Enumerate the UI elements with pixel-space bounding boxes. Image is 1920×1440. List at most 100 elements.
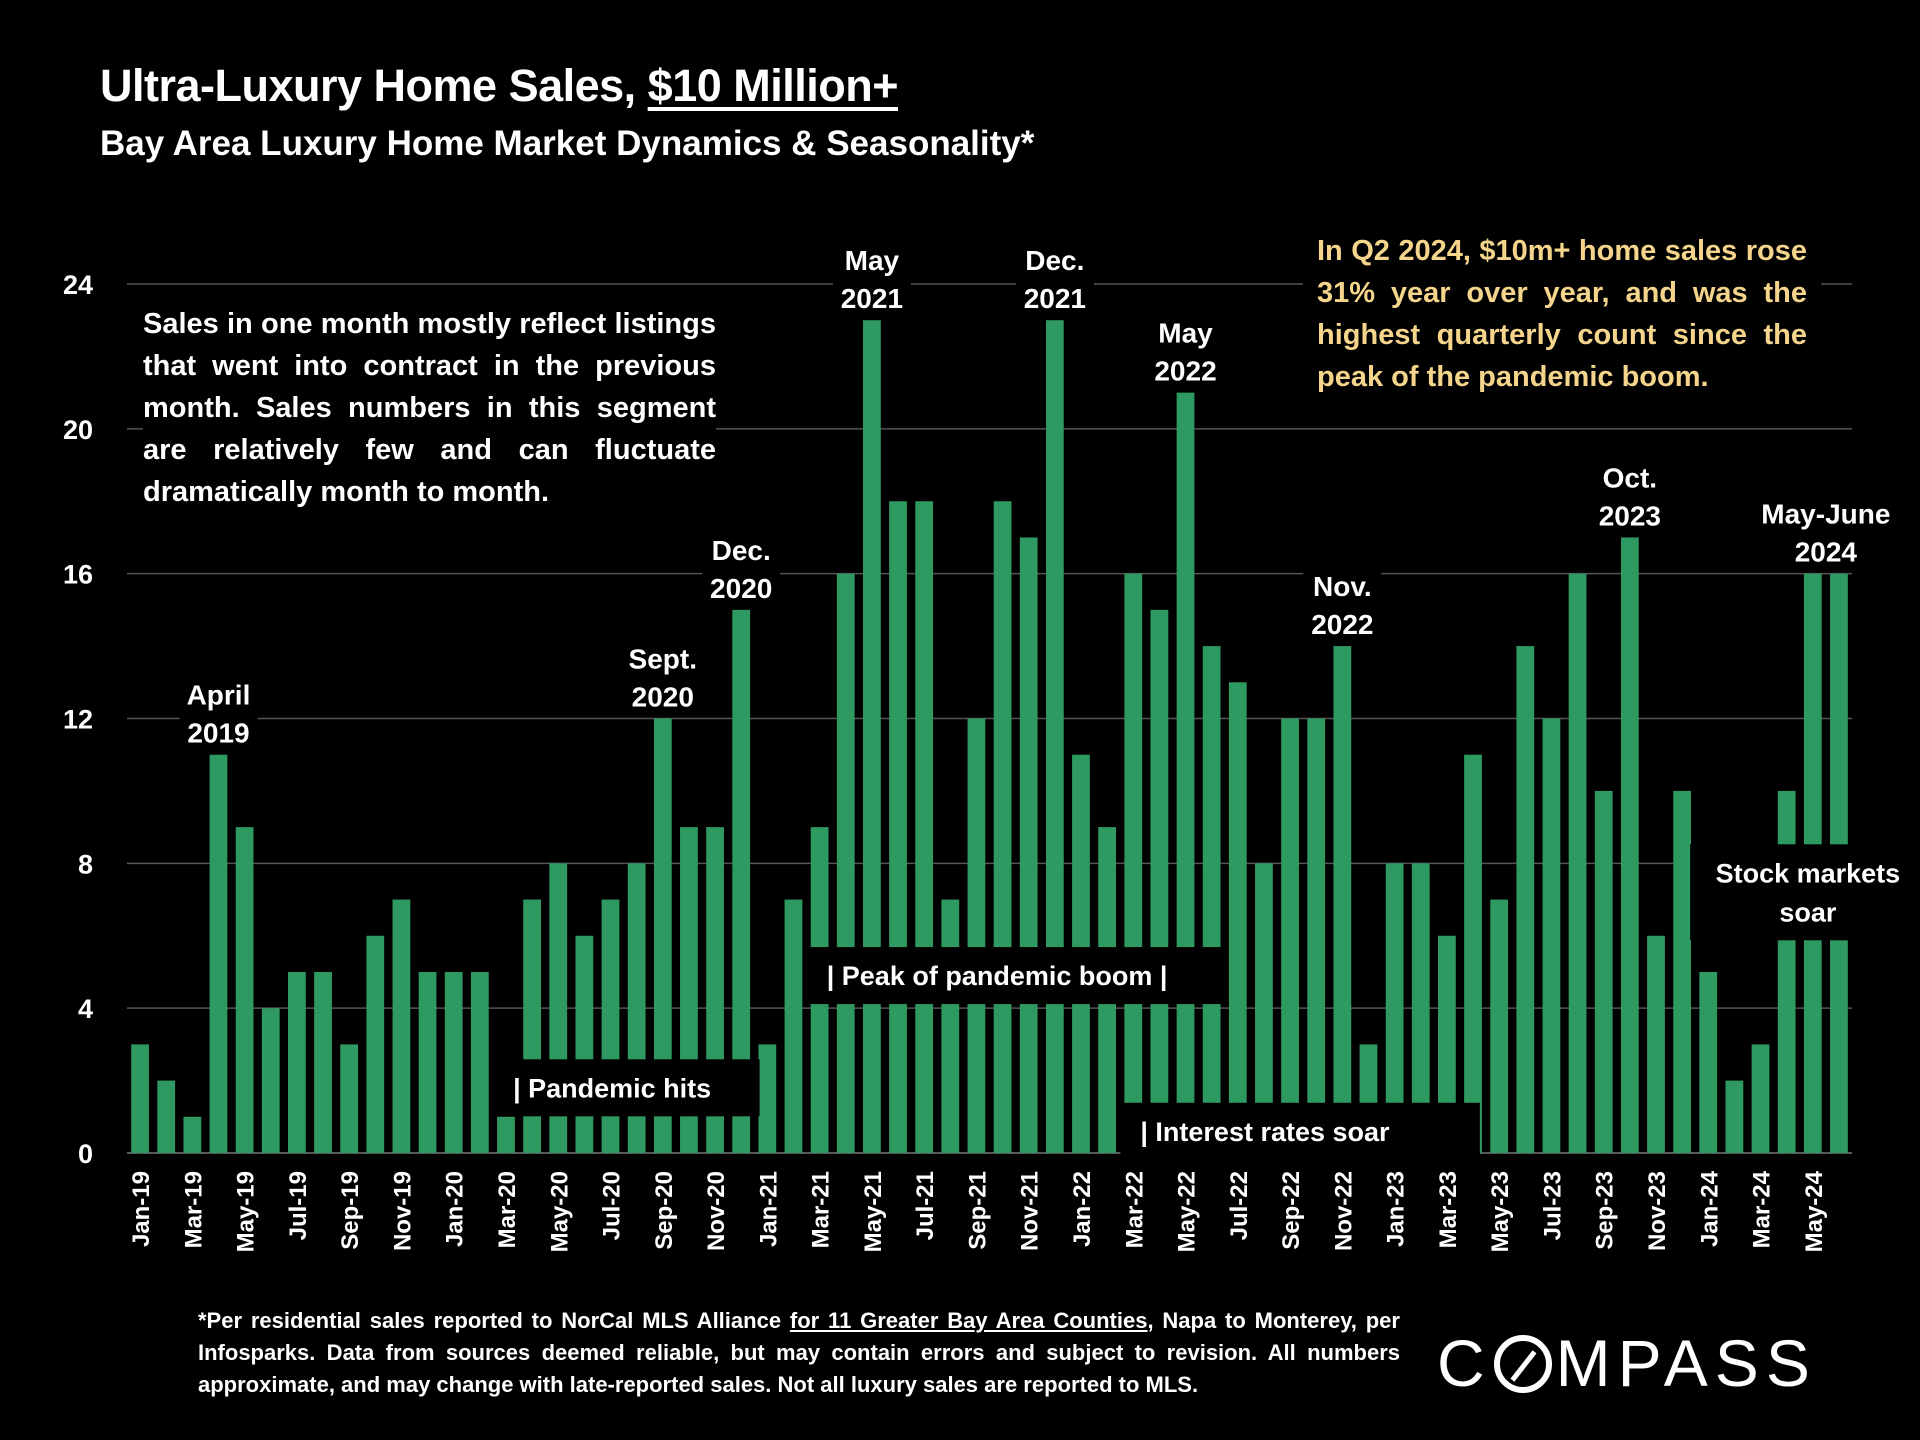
peak-label: Dec. 2020 bbox=[702, 530, 781, 606]
annotation-note-right: In Q2 2024, $10m+ home sales rose 31% ye… bbox=[1303, 230, 1821, 406]
bar bbox=[470, 971, 489, 1153]
x-tick-label: Nov-19 bbox=[389, 1171, 416, 1251]
bar bbox=[1751, 1044, 1770, 1153]
x-tick-label: Mar-20 bbox=[494, 1171, 521, 1248]
bar bbox=[1594, 790, 1613, 1153]
peak-label-text: 2023 bbox=[1599, 500, 1661, 531]
chart-title-text: Ultra-Luxury Home Sales, bbox=[100, 60, 648, 111]
peak-label-text: Dec. bbox=[1025, 245, 1084, 276]
x-tick-label: Jul-21 bbox=[912, 1171, 939, 1240]
x-tick-label: Sep-22 bbox=[1278, 1171, 1305, 1250]
peak-label-bg bbox=[1146, 351, 1225, 389]
chart-title: Ultra-Luxury Home Sales, $10 Million+ bbox=[100, 60, 899, 112]
bar bbox=[366, 935, 385, 1153]
x-tick-label: Sep-19 bbox=[337, 1171, 364, 1250]
y-tick-label: 12 bbox=[63, 705, 93, 735]
x-tick-label: Jan-21 bbox=[755, 1171, 782, 1247]
bar bbox=[1019, 537, 1038, 1153]
x-tick-label: Jan-24 bbox=[1696, 1170, 1723, 1247]
bar bbox=[1333, 646, 1352, 1153]
peak-label-bg bbox=[171, 675, 266, 713]
y-tick-label: 0 bbox=[78, 1139, 93, 1169]
peak-label-bg bbox=[832, 279, 911, 317]
bar bbox=[941, 899, 960, 1153]
bar bbox=[1438, 935, 1456, 1153]
peak-label: May 2021 bbox=[832, 241, 911, 317]
bar bbox=[889, 501, 907, 1153]
bar bbox=[1150, 609, 1169, 1153]
bar bbox=[993, 501, 1012, 1153]
event-label-text: soar bbox=[1779, 897, 1837, 927]
bar bbox=[1411, 863, 1430, 1153]
x-tick-label: May-20 bbox=[546, 1171, 573, 1252]
bar bbox=[1725, 1080, 1744, 1153]
bar bbox=[157, 1080, 176, 1153]
footnote-underlined: for 11 Greater Bay Area Counties bbox=[789, 1308, 1148, 1333]
bar bbox=[1542, 718, 1561, 1153]
peak-label-text: Nov. bbox=[1313, 571, 1372, 602]
peak-label: Nov. 2022 bbox=[1303, 567, 1382, 643]
x-tick-label: Sep-23 bbox=[1592, 1171, 1619, 1250]
peak-label-bg bbox=[179, 713, 258, 751]
peak-label-text: Dec. bbox=[712, 535, 771, 566]
x-tick-label: Jul-20 bbox=[599, 1171, 626, 1240]
peak-label-text: May bbox=[1158, 318, 1213, 349]
x-tick-label: Mar-24 bbox=[1749, 1170, 1776, 1248]
bar bbox=[183, 1116, 202, 1153]
peak-label-text: 2020 bbox=[710, 573, 772, 604]
bar bbox=[915, 501, 934, 1153]
bar bbox=[1228, 682, 1247, 1153]
x-tick-label: Nov-23 bbox=[1644, 1171, 1671, 1251]
peak-label-bg bbox=[1590, 458, 1669, 496]
peak-label-bg bbox=[615, 639, 710, 677]
bar bbox=[444, 971, 463, 1153]
chart-title-underlined: $10 Million+ bbox=[647, 60, 899, 111]
bar bbox=[418, 971, 437, 1153]
bar bbox=[653, 718, 672, 1153]
bar bbox=[1620, 537, 1639, 1153]
event-label-bg bbox=[493, 1059, 760, 1117]
bar bbox=[1124, 573, 1143, 1153]
bar bbox=[1490, 899, 1509, 1153]
bar bbox=[314, 971, 332, 1153]
bar bbox=[863, 320, 881, 1153]
bar bbox=[1385, 863, 1404, 1153]
bar bbox=[288, 971, 306, 1153]
bar bbox=[1464, 754, 1482, 1153]
peak-label: Sept. 2020 bbox=[615, 639, 710, 715]
event-label-bg bbox=[806, 947, 1229, 1005]
bar bbox=[1647, 935, 1665, 1153]
peak-label: April 2019 bbox=[171, 675, 266, 751]
bar bbox=[1176, 392, 1195, 1153]
peak-label-bg bbox=[1015, 279, 1094, 317]
peak-label-text: May bbox=[845, 245, 900, 276]
bar bbox=[261, 1008, 280, 1153]
peak-label-bg bbox=[1590, 496, 1669, 534]
x-tick-label: Sep-20 bbox=[651, 1171, 678, 1250]
bar bbox=[340, 1044, 359, 1153]
x-tick-label: Nov-21 bbox=[1017, 1171, 1044, 1251]
peak-label-bg bbox=[1015, 241, 1094, 279]
bar bbox=[732, 609, 751, 1153]
bar bbox=[1255, 863, 1273, 1153]
peak-label-bg bbox=[840, 241, 903, 279]
event-label-text: Stock markets bbox=[1716, 858, 1901, 888]
peak-label: Oct. 2023 bbox=[1590, 458, 1669, 534]
logo-text-start: C bbox=[1437, 1326, 1492, 1400]
bar bbox=[1045, 320, 1064, 1153]
peak-label-text: 2020 bbox=[632, 682, 694, 713]
bar bbox=[209, 754, 228, 1153]
event-label-text: | Interest rates soar bbox=[1140, 1117, 1390, 1147]
y-tick-label: 20 bbox=[63, 415, 93, 445]
footnote-text-2: , Napa to Monterey, per Infosparks. Data… bbox=[198, 1308, 1400, 1397]
bar bbox=[392, 899, 411, 1153]
chart-subtitle: Bay Area Luxury Home Market Dynamics & S… bbox=[100, 124, 1035, 163]
y-tick-label: 4 bbox=[78, 994, 93, 1024]
peak-label-bg bbox=[1754, 494, 1897, 532]
peak-label-bg bbox=[702, 568, 781, 606]
peak-label-bg bbox=[1303, 605, 1382, 643]
peak-label-bg bbox=[1303, 567, 1382, 605]
peak-label: May-June 2024 bbox=[1754, 494, 1897, 570]
x-tick-label: May-23 bbox=[1487, 1171, 1514, 1252]
